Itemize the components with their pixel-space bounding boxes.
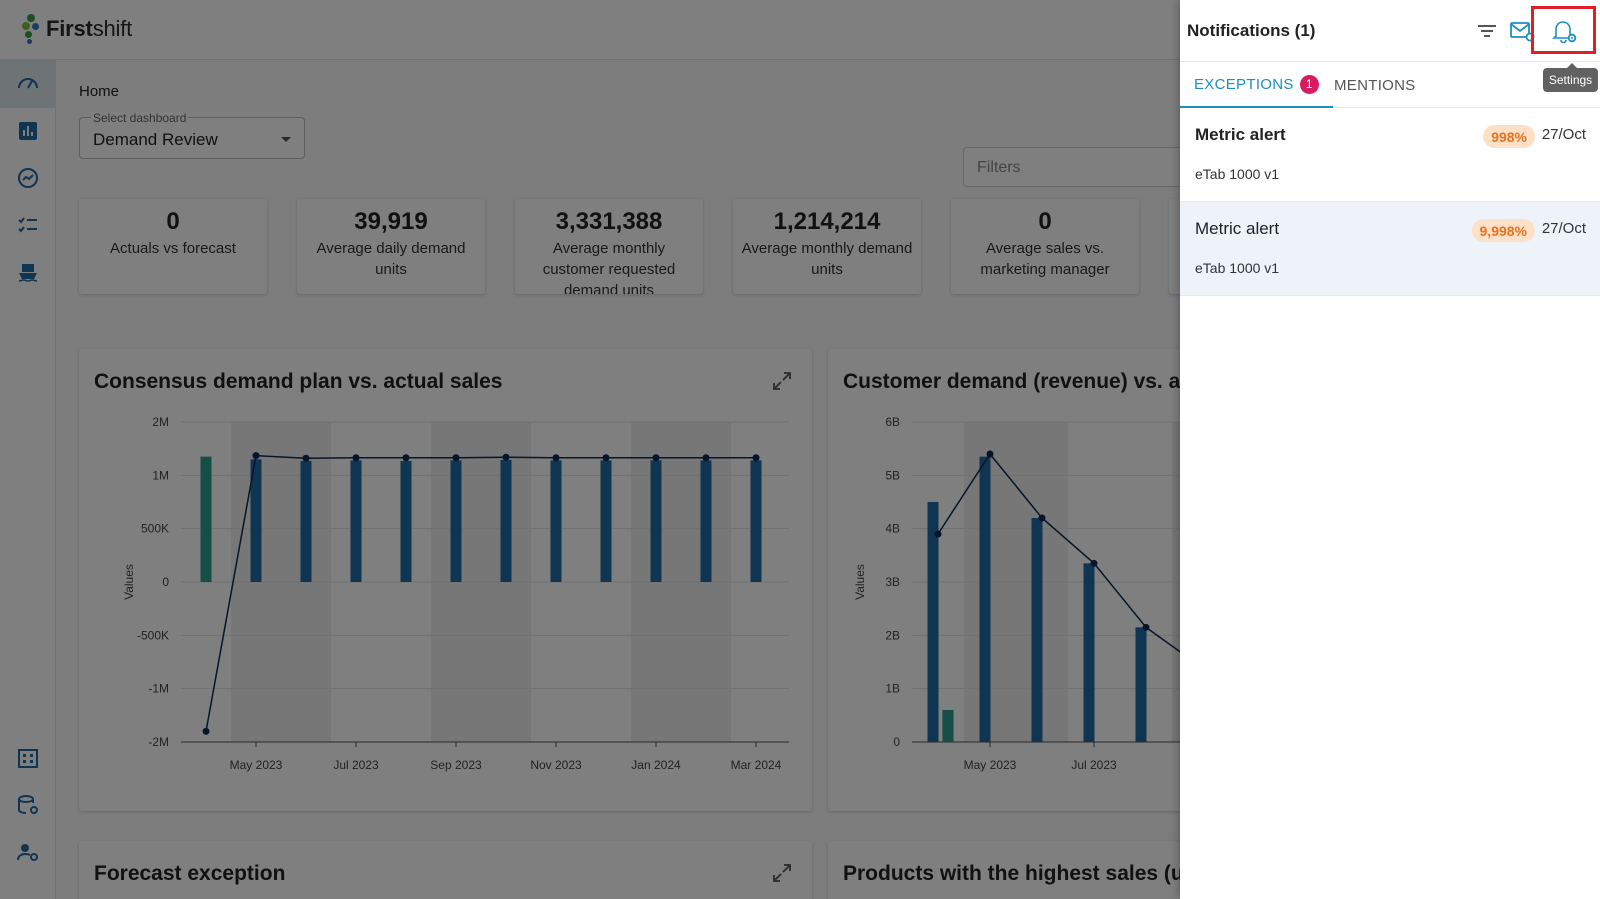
notification-percent-badge: 9,998% — [1471, 219, 1535, 242]
drawer-title: Notifications (1) — [1187, 21, 1316, 40]
notification-subtitle: eTab 1000 v1 — [1195, 260, 1280, 276]
notification-settings-button[interactable] — [1547, 14, 1581, 48]
notification-title: Metric alert — [1195, 125, 1286, 144]
tab-mentions[interactable]: MENTIONS — [1334, 62, 1416, 108]
notification-item[interactable]: Metric alert 998% 27/Oct eTab 1000 v1 — [1180, 108, 1600, 202]
bell-settings-icon — [1552, 21, 1577, 44]
notification-tabs: EXCEPTIONS 1 MENTIONS — [1180, 62, 1600, 108]
notification-percent-badge: 998% — [1483, 125, 1535, 148]
tab-label: EXCEPTIONS — [1194, 75, 1294, 93]
notification-title: Metric alert — [1195, 219, 1280, 238]
highlight-box — [1531, 6, 1596, 54]
drawer-header: Notifications (1) — [1180, 0, 1600, 62]
notification-item[interactable]: Metric alert 9,998% 27/Oct eTab 1000 v1 — [1180, 202, 1600, 296]
settings-tooltip: Settings — [1543, 63, 1598, 92]
notification-subtitle: eTab 1000 v1 — [1195, 166, 1280, 182]
tab-exceptions[interactable]: EXCEPTIONS 1 — [1180, 62, 1333, 108]
notification-date: 27/Oct — [1541, 126, 1586, 143]
modal-backdrop[interactable] — [0, 0, 1180, 899]
filter-button[interactable] — [1470, 14, 1504, 48]
notification-date: 27/Oct — [1541, 220, 1586, 237]
tab-label: MENTIONS — [1334, 76, 1416, 94]
notifications-drawer: Notifications (1) Settings EXCEPTIONS 1 … — [1180, 0, 1600, 899]
exceptions-count-badge: 1 — [1299, 74, 1319, 94]
filter-icon — [1478, 25, 1496, 37]
